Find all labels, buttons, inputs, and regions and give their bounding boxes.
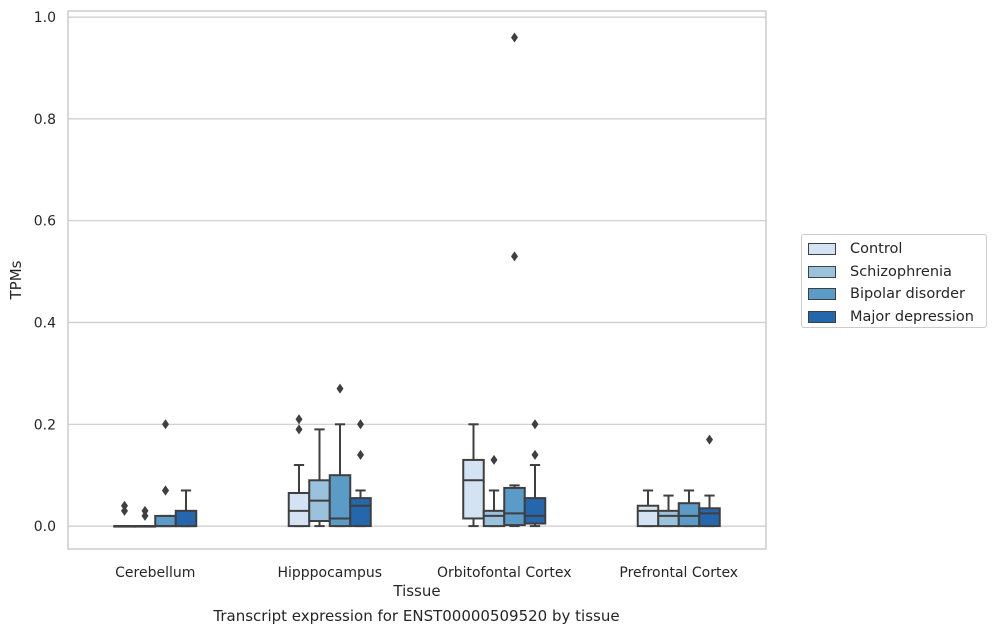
legend-swatch [808, 243, 836, 256]
x-axis-ticks: Cerebellum Hipppocampus Orbitofontal Corte… [115, 565, 738, 581]
box-body [154, 514, 177, 528]
chart-title: Transcript expression for ENST0000050952… [213, 607, 620, 625]
legend-swatch [808, 288, 836, 301]
legend-swatch [808, 310, 836, 323]
box-plot-area [113, 32, 721, 528]
y-tick-label: 0.4 [34, 316, 56, 332]
x-tick-label: Hipppocampus [277, 565, 382, 581]
outlier-point [357, 419, 365, 430]
box-body [677, 502, 701, 528]
box-body [287, 492, 311, 528]
box-body [482, 509, 506, 528]
legend-item-control: Control [808, 238, 980, 261]
x-tick-label: Orbitofontal Cortex [437, 565, 572, 581]
legend-item-major-depression: Major depression [808, 306, 980, 329]
x-axis-label: Tissue [392, 582, 440, 600]
box-bipolar-disorder [677, 489, 701, 528]
box-control [636, 489, 660, 528]
legend-item-bipolar-disorder: Bipolar disorder [808, 283, 980, 306]
y-tick-label: 0.8 [34, 112, 56, 128]
box-major-depression [349, 419, 372, 528]
box-schizophrenia [308, 428, 331, 528]
y-tick-label: 0.2 [34, 417, 56, 433]
legend: Control Schizophrenia Bipolar disorder M… [801, 234, 987, 328]
box-control [113, 500, 136, 528]
box-major-depression [174, 489, 198, 528]
legend-swatch [808, 265, 836, 278]
box-bipolar-disorder [328, 383, 352, 528]
legend-label: Control [850, 241, 903, 258]
y-tick-label: 0.6 [34, 214, 56, 230]
outlier-point [531, 419, 539, 430]
outlier-point [706, 434, 714, 445]
y-tick-label: 0.0 [34, 519, 56, 535]
box-body [636, 504, 660, 528]
box-bipolar-disorder [503, 32, 526, 528]
box-body [503, 486, 526, 527]
outlier-point [357, 449, 365, 460]
outlier-point [141, 510, 149, 521]
y-axis-label: TPMs [7, 260, 25, 300]
box-bipolar-disorder [154, 419, 177, 528]
box-body [349, 497, 372, 528]
x-tick-label: Cerebellum [115, 565, 195, 581]
box-major-depression [698, 434, 721, 528]
y-axis-ticks: 0.0 0.2 0.4 0.6 0.8 1.0 [34, 10, 56, 535]
outlier-point [336, 383, 344, 394]
outlier-point [162, 485, 170, 496]
outlier-point [295, 414, 303, 425]
box-schizophrenia [133, 505, 157, 528]
legend-label: Major depression [850, 308, 974, 325]
box-body [462, 458, 485, 520]
legend-label: Bipolar disorder [850, 286, 965, 303]
box-schizophrenia [657, 494, 680, 528]
box-control [462, 423, 485, 528]
outlier-point [120, 500, 128, 511]
grid-lines [68, 16, 766, 527]
outlier-point [141, 505, 149, 516]
legend-item-schizophrenia: Schizophrenia [808, 261, 980, 284]
outlier-point [511, 32, 519, 43]
box-body [698, 507, 721, 528]
x-tick-label: Prefrontal Cortex [619, 565, 738, 581]
box-major-depression [523, 419, 547, 528]
outlier-point [162, 419, 170, 430]
outlier-point [490, 454, 498, 465]
box-body [523, 497, 547, 525]
box-control [287, 414, 311, 528]
box-schizophrenia [482, 454, 506, 528]
box-body [174, 509, 198, 528]
y-tick-label: 1.0 [34, 10, 56, 26]
outlier-point [511, 251, 519, 262]
legend-label: Schizophrenia [850, 263, 952, 280]
box-body [657, 509, 680, 528]
outlier-point [120, 505, 128, 516]
outlier-point [295, 424, 303, 435]
plot-frame [67, 10, 767, 550]
outlier-point [531, 449, 539, 460]
